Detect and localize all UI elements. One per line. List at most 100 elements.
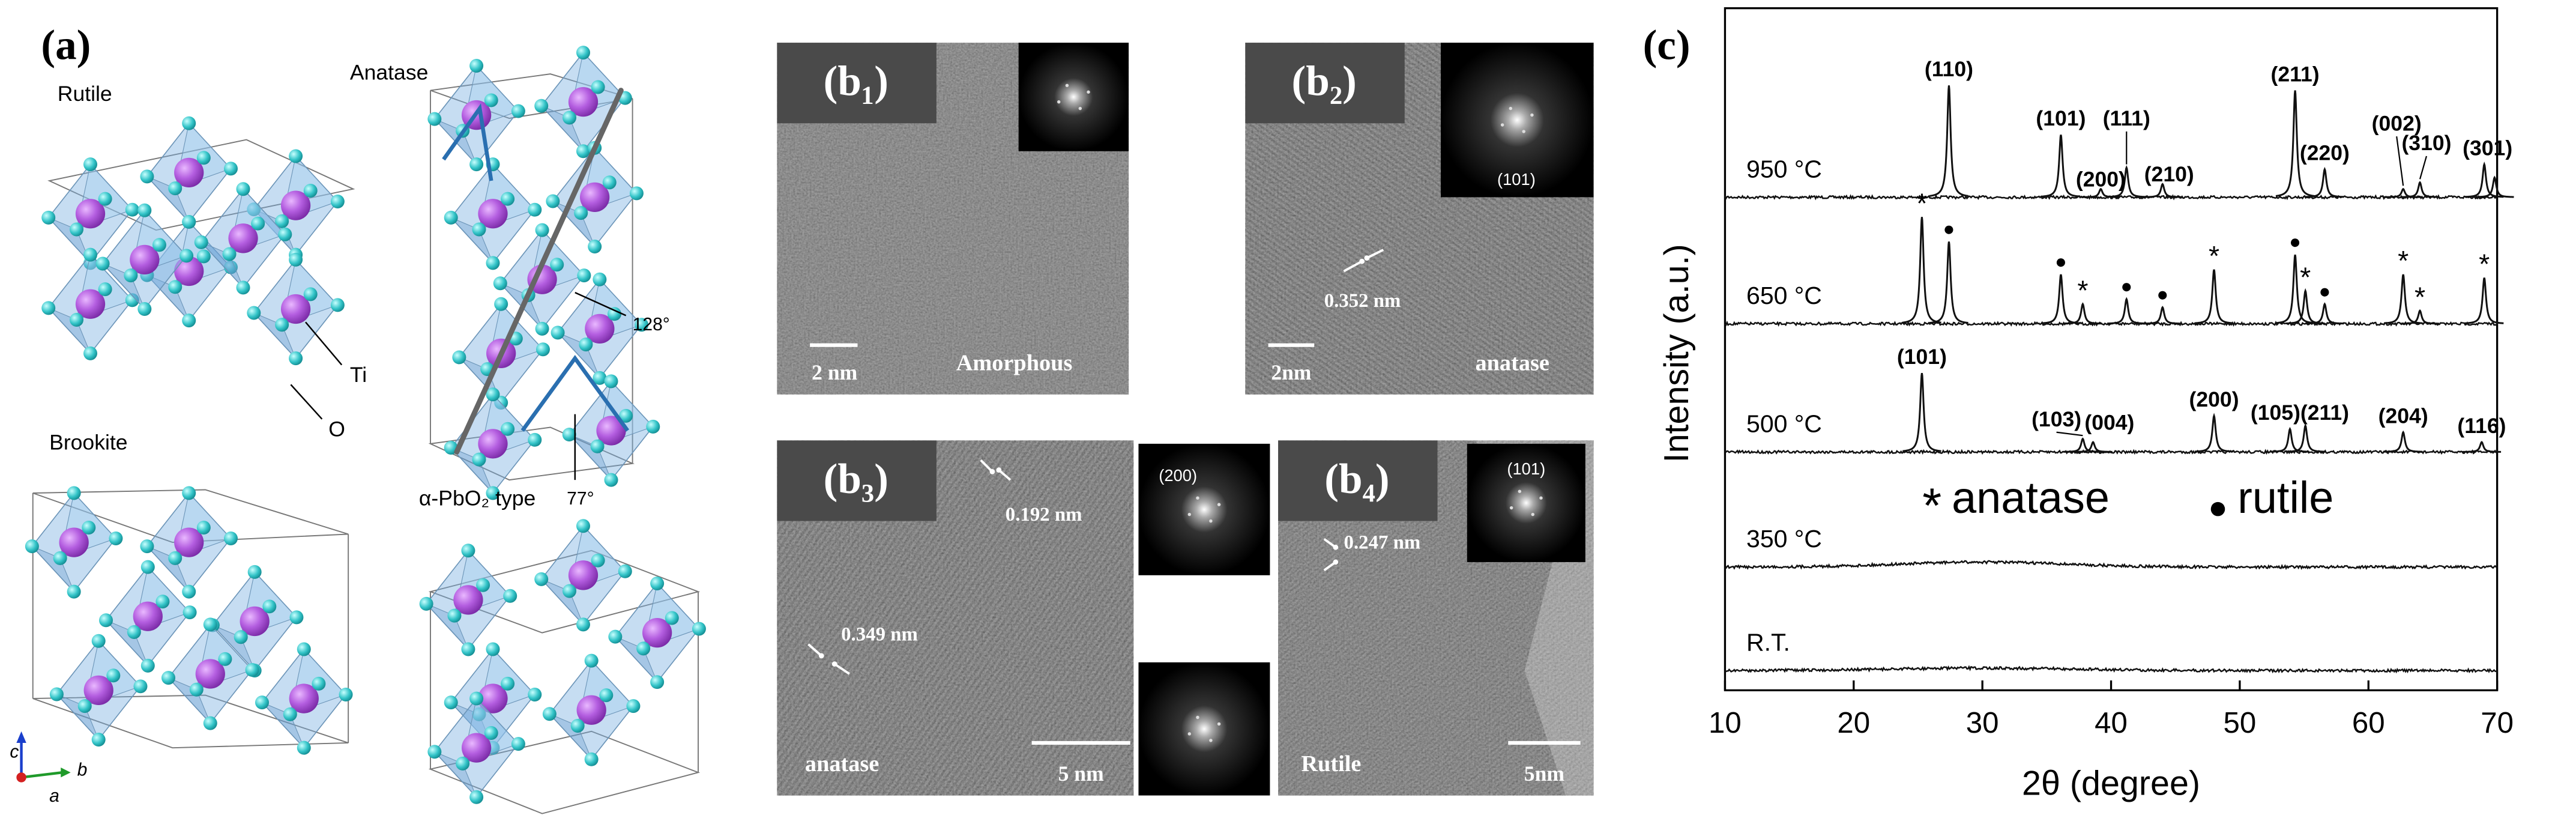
pointer: [290, 384, 323, 420]
bond-angle: [520, 354, 630, 432]
series-label: 500 °C: [1746, 410, 1822, 438]
o-atom: [646, 419, 660, 434]
ti-atom: [585, 313, 615, 344]
o-atom: [469, 691, 484, 706]
arrow-head: [1364, 255, 1370, 261]
o-atom: [83, 346, 98, 360]
arrow-head: [831, 661, 837, 667]
o-atom: [25, 539, 39, 554]
o-atom: [155, 595, 170, 609]
fft-spot: [1196, 496, 1199, 500]
xrd-peak: [2383, 430, 2423, 453]
o-atom: [650, 577, 665, 590]
peak-pointer: [2056, 431, 2083, 437]
o-atom: [140, 539, 154, 554]
fft-spot: [1217, 722, 1221, 726]
xrd-peak: [2063, 437, 2102, 453]
o-atom: [127, 625, 141, 639]
o-atom: [98, 192, 112, 206]
o-atom: [222, 247, 237, 261]
o-atom: [604, 374, 618, 389]
atom-label: Ti: [350, 363, 367, 387]
o-atom: [607, 307, 621, 321]
panel-label: (b₁): [824, 58, 888, 105]
o-atom: [247, 306, 261, 320]
peak-label: (105)(211): [2251, 401, 2349, 425]
o-atom: [444, 210, 458, 225]
peak-label: (204): [2378, 404, 2428, 428]
phase-marker: *: [2479, 249, 2490, 280]
o-atom: [140, 658, 155, 673]
o-atom: [196, 249, 211, 264]
xrd-peak: [2270, 426, 2309, 453]
axis-label: b: [77, 760, 88, 780]
o-atom: [194, 235, 208, 249]
xrd-peak: [2143, 306, 2182, 325]
fft-spot: [1187, 732, 1192, 736]
peak-label: (116): [2457, 414, 2506, 438]
o-atom: [591, 553, 605, 568]
o-atom: [247, 565, 262, 579]
o-atom: [619, 408, 633, 423]
octahedron-face: [434, 751, 477, 798]
pointer: [305, 321, 343, 366]
o-atom: [278, 227, 292, 241]
o-atom: [168, 280, 182, 294]
o-atom: [590, 439, 605, 453]
xrd-peak: [1902, 217, 1941, 324]
o-atom: [49, 687, 64, 701]
xrd-peak: [2383, 274, 2423, 324]
fft-spot: [1209, 739, 1213, 742]
x-tick-label: 20: [1837, 706, 1870, 739]
x-tick-label: 50: [2224, 706, 2257, 739]
ti-atom: [75, 199, 106, 229]
series-label: R.T.: [1746, 629, 1790, 656]
o-atom: [124, 268, 138, 283]
structure-label: Rutile: [58, 82, 112, 106]
o-atom: [484, 93, 498, 108]
o-atom: [98, 282, 112, 297]
o-atom: [456, 756, 470, 771]
o-atom: [576, 144, 590, 159]
o-atom: [665, 611, 679, 625]
peak-label: (110): [1925, 57, 1973, 81]
o-atom: [182, 313, 196, 328]
phase-marker: *: [2398, 245, 2409, 276]
xrd-peak: [2107, 165, 2146, 198]
ti-atom: [478, 683, 508, 713]
o-atom: [427, 112, 442, 126]
octahedron-face: [48, 307, 91, 354]
arrow-head: [996, 467, 1002, 473]
o-atom: [528, 432, 542, 447]
fft-spot: [1057, 100, 1061, 104]
d-spacing: 0.349 nm: [841, 624, 918, 646]
o-atom: [289, 149, 303, 163]
d-spacing: 0.192 nm: [1006, 504, 1082, 526]
octahedron-face: [459, 357, 502, 403]
phase-label: anatase: [1475, 350, 1549, 375]
label-box: [777, 440, 937, 521]
o-atom: [427, 745, 442, 759]
phase-marker: ●: [2055, 250, 2067, 273]
xrd-peak: [2286, 423, 2325, 453]
o-atom: [179, 249, 194, 263]
o-atom: [419, 596, 433, 611]
o-atom: [534, 572, 549, 586]
ti-atom: [568, 87, 599, 117]
o-atom: [168, 551, 182, 565]
xrd-peak: [1929, 241, 1968, 324]
ti-atom: [195, 659, 225, 689]
o-atom: [588, 239, 602, 253]
octahedron-face: [146, 176, 190, 222]
o-atom: [182, 486, 196, 500]
arrow-head: [1333, 544, 1339, 550]
xrd-peak: [2275, 254, 2315, 324]
o-atom: [579, 338, 593, 352]
fft-spot: [1522, 130, 1525, 133]
o-atom: [469, 58, 484, 73]
ti-atom: [133, 601, 163, 631]
o-atom: [223, 532, 238, 546]
fft-spot: [1509, 506, 1513, 510]
o-atom: [297, 642, 311, 656]
